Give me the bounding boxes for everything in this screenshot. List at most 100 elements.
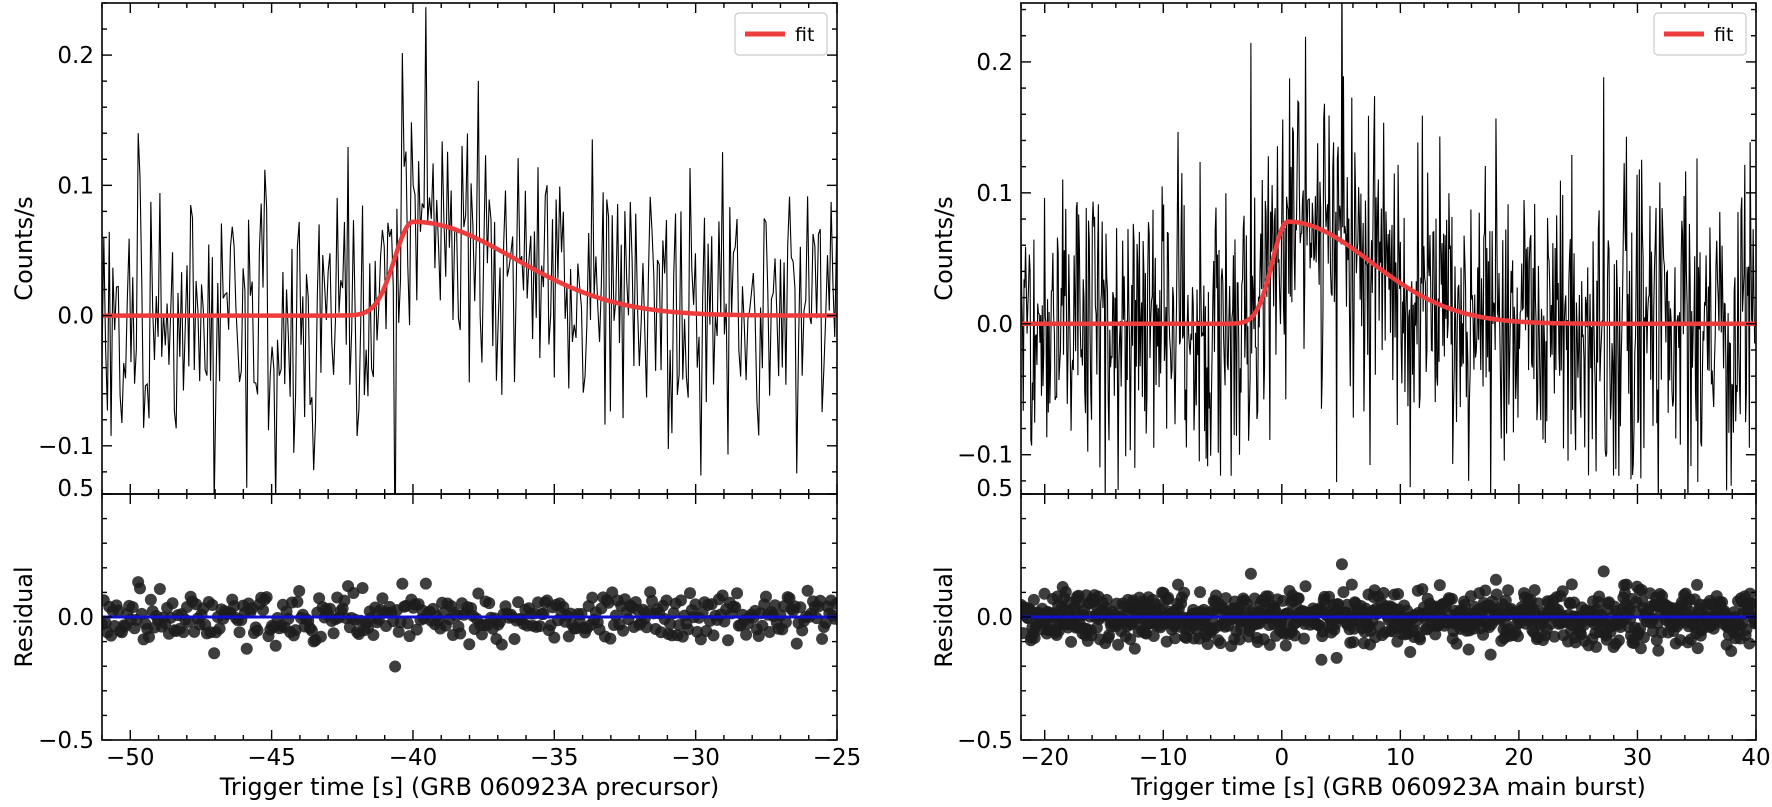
residual-point bbox=[740, 628, 753, 641]
residual-point bbox=[396, 577, 409, 590]
residual-point bbox=[816, 632, 829, 645]
residual-point bbox=[1691, 642, 1704, 655]
residual-point bbox=[105, 629, 118, 642]
x-tick-label: −35 bbox=[530, 745, 579, 771]
residual-point bbox=[604, 632, 617, 645]
legend-left: fit bbox=[734, 12, 828, 56]
residual-point bbox=[1178, 586, 1191, 599]
residual-point bbox=[548, 631, 561, 644]
residual-point bbox=[1028, 631, 1041, 644]
residual-point bbox=[759, 590, 772, 603]
residual-point bbox=[796, 624, 809, 637]
residual-point bbox=[233, 626, 246, 639]
residual-point bbox=[177, 626, 190, 639]
top-axes-frame-left bbox=[101, 2, 838, 495]
ticks-left bbox=[101, 2, 838, 741]
residual-point bbox=[389, 660, 402, 673]
residual-point bbox=[1065, 635, 1078, 648]
legend-label-fit: fit bbox=[795, 24, 814, 46]
residual-point bbox=[684, 587, 696, 600]
residual-point bbox=[1219, 592, 1232, 605]
residual-point bbox=[1147, 629, 1160, 642]
residual-point bbox=[1637, 631, 1650, 644]
residual-point bbox=[1548, 630, 1561, 643]
residual-point bbox=[790, 637, 803, 650]
residual-point bbox=[1744, 587, 1756, 600]
residual-point bbox=[508, 632, 521, 645]
residual-points-left bbox=[102, 576, 837, 673]
residual-point bbox=[718, 615, 731, 628]
residual-point bbox=[602, 596, 615, 609]
y-axis-label-top-right: Counts/s bbox=[930, 196, 958, 300]
residual-point bbox=[763, 626, 776, 639]
x-tick-label: 40 bbox=[1741, 745, 1770, 771]
residual-point bbox=[112, 604, 125, 617]
residual-point bbox=[166, 597, 179, 610]
residual-point bbox=[1404, 646, 1417, 659]
residual-point bbox=[1194, 586, 1207, 599]
residual-point bbox=[1489, 573, 1502, 586]
y-tick-label: 0.1 bbox=[976, 181, 1013, 207]
residual-point bbox=[1128, 642, 1141, 655]
residual-point bbox=[689, 598, 702, 611]
x-tick-label: −50 bbox=[106, 745, 155, 771]
y-tick-label: 0.0 bbox=[976, 605, 1013, 631]
residual-point bbox=[1484, 648, 1497, 661]
residual-point bbox=[1162, 591, 1175, 604]
residual-point bbox=[794, 601, 807, 614]
x-tick-label: −10 bbox=[1139, 745, 1188, 771]
residual-points-right bbox=[1021, 558, 1756, 666]
residual-point bbox=[463, 638, 476, 651]
residual-point bbox=[289, 624, 302, 637]
x-tick-label: 10 bbox=[1386, 745, 1415, 771]
y-tick-label: 0.1 bbox=[57, 173, 94, 199]
residual-point bbox=[454, 627, 467, 640]
residual-point bbox=[213, 622, 226, 635]
x-tick-label: −30 bbox=[671, 745, 720, 771]
residual-point bbox=[1335, 558, 1348, 571]
residual-point bbox=[1490, 588, 1503, 601]
residual-point bbox=[356, 581, 369, 594]
x-tick-label: 30 bbox=[1623, 745, 1652, 771]
residual-point bbox=[1345, 578, 1358, 591]
residual-point bbox=[1620, 578, 1633, 591]
residual-point bbox=[153, 582, 166, 595]
residual-point bbox=[208, 647, 221, 660]
residual-point bbox=[1612, 634, 1625, 647]
residual-point bbox=[819, 616, 832, 629]
residual-point bbox=[1556, 585, 1569, 598]
residual-point bbox=[1532, 597, 1545, 610]
y-axis-label-bottom-right: Residual bbox=[930, 566, 958, 667]
residual-point bbox=[1214, 637, 1227, 650]
residual-point bbox=[338, 594, 351, 607]
residual-point bbox=[327, 627, 340, 640]
residual-point bbox=[1565, 578, 1578, 591]
residual-point bbox=[1263, 638, 1276, 651]
residual-point bbox=[133, 582, 146, 595]
residual-point bbox=[1392, 587, 1405, 600]
residual-point bbox=[1416, 583, 1429, 596]
residual-point bbox=[1201, 637, 1214, 650]
residual-point bbox=[293, 584, 306, 597]
residual-point bbox=[1590, 640, 1603, 653]
residual-point bbox=[1479, 584, 1492, 597]
y-tick-label: 0.2 bbox=[976, 50, 1013, 76]
residual-point bbox=[495, 638, 508, 651]
residual-point bbox=[752, 630, 765, 643]
residual-point bbox=[731, 587, 744, 600]
residual-point bbox=[1233, 633, 1246, 646]
residual-point bbox=[586, 591, 599, 604]
fit-line-left bbox=[102, 219, 837, 318]
residual-point bbox=[1059, 585, 1072, 598]
residual-point bbox=[1743, 637, 1756, 650]
residual-point bbox=[483, 597, 496, 610]
y-tick-label: −0.5 bbox=[38, 728, 94, 754]
residual-point bbox=[1749, 616, 1756, 629]
fit-line-right bbox=[1021, 219, 1756, 327]
residual-point bbox=[376, 592, 389, 605]
residual-point bbox=[1740, 623, 1753, 636]
residual-point bbox=[1691, 578, 1704, 591]
residual-point bbox=[228, 600, 241, 613]
residual-point bbox=[410, 623, 423, 636]
